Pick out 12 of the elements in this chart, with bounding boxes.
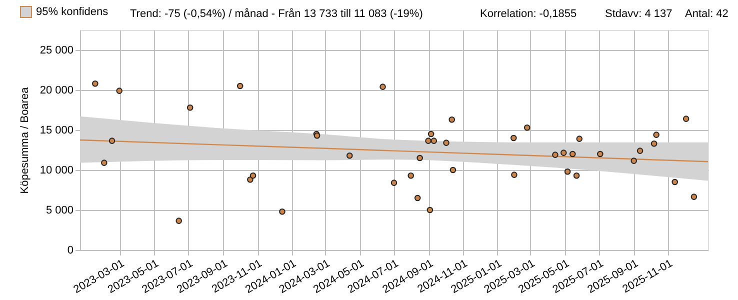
- text: Antal: 42: [685, 8, 728, 20]
- y-axis-title: Köpesumma / Boarea: [18, 86, 31, 194]
- y-tick-label: 25 000: [40, 44, 74, 56]
- y-tick-label: 10 000: [40, 164, 74, 176]
- y-tick-label: 15 000: [40, 124, 74, 136]
- y-tick-label: 20 000: [40, 84, 74, 96]
- text: Stdavv: 4 137: [605, 8, 672, 20]
- y-tick-label: 0: [67, 244, 74, 256]
- y-tick-label: 5 000: [46, 204, 74, 216]
- legend-label: 95% konfidens: [36, 6, 109, 18]
- text: Trend: -75 (-0,54%) / månad - Från 13 733 till 11 083 (-19%): [130, 8, 423, 20]
- text: Korrelation: -0,1855: [480, 8, 577, 20]
